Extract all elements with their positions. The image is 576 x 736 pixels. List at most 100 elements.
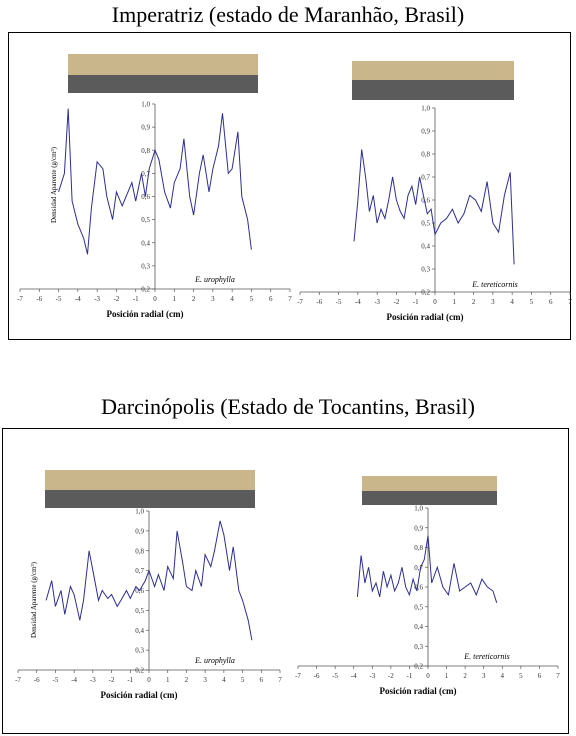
x-tick-label: -7 xyxy=(295,672,301,680)
y-tick-label: 0,4 xyxy=(141,239,150,247)
x-tick-label: 2 xyxy=(192,295,196,303)
x-tick-label: -2 xyxy=(388,672,394,680)
x-tick-label: 1 xyxy=(445,672,449,680)
y-tick-label: 0,7 xyxy=(135,567,144,575)
y-tick-label: 1,0 xyxy=(141,101,150,109)
x-tick-label: -7 xyxy=(17,295,23,303)
x-tick-label: 6 xyxy=(549,298,553,306)
y-tick-label: 1,0 xyxy=(421,105,430,113)
x-tick-label: 2 xyxy=(472,298,476,306)
x-tick-label: -6 xyxy=(314,672,320,680)
y-tick-label: 0,7 xyxy=(414,564,423,572)
y-tick-label: 0,4 xyxy=(135,627,144,635)
y-tick-label: 0,2 xyxy=(421,289,430,297)
x-tick-label: -4 xyxy=(351,672,357,680)
x-tick-label: -4 xyxy=(355,298,361,306)
species-label: E. urophylla xyxy=(194,275,235,284)
x-tick-label: 1 xyxy=(166,676,170,684)
x-tick-label: -4 xyxy=(71,676,77,684)
y-tick-label: 0,5 xyxy=(135,607,144,615)
x-tick-label: 1 xyxy=(453,298,457,306)
section-title-darcinopolis: Darcinópolis (Estado de Tocantins, Brasi… xyxy=(101,394,475,419)
y-tick-label: 0,5 xyxy=(421,220,430,228)
x-tick-label: -1 xyxy=(407,672,413,680)
x-tick-label: 6 xyxy=(538,672,542,680)
y-tick-label: 0,9 xyxy=(141,124,150,132)
y-tick-label: 0,2 xyxy=(135,667,144,675)
y-tick-label: 0,3 xyxy=(421,266,430,274)
x-tick-label: 3 xyxy=(491,298,495,306)
y-tick-label: 0,3 xyxy=(141,262,150,270)
darcinopolis-frame xyxy=(2,428,569,734)
y-tick-label: 0,7 xyxy=(421,174,430,182)
imperatriz-frame xyxy=(8,32,571,340)
x-tick-label: -6 xyxy=(36,295,42,303)
y-tick-label: 0,3 xyxy=(414,643,423,651)
x-tick-label: 4 xyxy=(510,298,514,306)
density-series-line xyxy=(353,149,515,265)
x-tick-label: -5 xyxy=(332,672,338,680)
y-tick-label: 0,4 xyxy=(421,243,430,251)
wood-sample-4 xyxy=(362,476,497,505)
y-axis-label: Densidad Aparente (g/cm³) xyxy=(30,561,38,638)
x-tick-label: 4 xyxy=(501,672,505,680)
x-tick-label: 5 xyxy=(530,298,534,306)
x-tick-label: 7 xyxy=(288,295,292,303)
x-tick-label: 7 xyxy=(556,672,560,680)
wood-sample-1 xyxy=(68,54,258,93)
x-tick-label: 0 xyxy=(153,295,157,303)
x-tick-label: -3 xyxy=(369,672,375,680)
x-tick-label: -5 xyxy=(56,295,62,303)
x-tick-label: 3 xyxy=(482,672,486,680)
y-tick-label: 0,8 xyxy=(414,544,423,552)
x-tick-label: 6 xyxy=(260,676,264,684)
y-tick-label: 0,8 xyxy=(141,147,150,155)
x-tick-label: -2 xyxy=(109,676,115,684)
x-tick-label: -3 xyxy=(374,298,380,306)
y-tick-label: 0,8 xyxy=(421,151,430,159)
x-tick-label: -5 xyxy=(53,676,59,684)
x-axis-label: Posición radial (cm) xyxy=(101,690,178,700)
x-tick-label: 4 xyxy=(230,295,234,303)
x-tick-label: -1 xyxy=(133,295,139,303)
x-tick-label: 2 xyxy=(185,676,189,684)
x-tick-label: -1 xyxy=(413,298,419,306)
x-tick-label: -4 xyxy=(75,295,81,303)
wood-sample-3 xyxy=(45,470,255,508)
density-series-line xyxy=(58,108,252,255)
x-tick-label: -7 xyxy=(297,298,303,306)
x-tick-label: 5 xyxy=(250,295,254,303)
x-tick-label: 3 xyxy=(203,676,207,684)
wood-sample-2 xyxy=(352,61,514,100)
species-label: E. tereticornis xyxy=(463,652,509,661)
y-axis-label: Densidad Aparente (g/cm³) xyxy=(50,146,58,223)
x-tick-label: -5 xyxy=(336,298,342,306)
x-tick-label: -6 xyxy=(316,298,322,306)
density-series-line xyxy=(356,535,498,603)
x-tick-label: 4 xyxy=(222,676,226,684)
y-tick-label: 0,6 xyxy=(414,584,423,592)
y-tick-label: 0,6 xyxy=(141,193,150,201)
y-tick-label: 0,8 xyxy=(135,547,144,555)
section-title-imperatriz: Imperatriz (estado de Maranhão, Brasil) xyxy=(111,2,465,27)
x-tick-label: 6 xyxy=(269,295,273,303)
x-tick-label: -2 xyxy=(114,295,120,303)
y-tick-label: 0,4 xyxy=(414,623,423,631)
y-tick-label: 0,5 xyxy=(141,216,150,224)
x-tick-label: -3 xyxy=(90,676,96,684)
species-label: E. tereticornis xyxy=(471,280,517,289)
y-tick-label: 0,2 xyxy=(141,286,150,294)
y-tick-label: 0,3 xyxy=(135,647,144,655)
x-tick-label: 0 xyxy=(147,676,151,684)
x-tick-label: 0 xyxy=(433,298,437,306)
y-tick-label: 0,7 xyxy=(141,170,150,178)
x-axis-label: Posición radial (cm) xyxy=(380,686,457,696)
y-tick-label: 0,9 xyxy=(421,128,430,136)
x-tick-label: 7 xyxy=(568,298,572,306)
x-axis-label: Posición radial (cm) xyxy=(107,309,184,319)
species-label: E. urophylla xyxy=(194,656,235,665)
density-series-line xyxy=(45,520,253,641)
y-tick-label: 0,9 xyxy=(135,527,144,535)
x-tick-label: 5 xyxy=(241,676,245,684)
